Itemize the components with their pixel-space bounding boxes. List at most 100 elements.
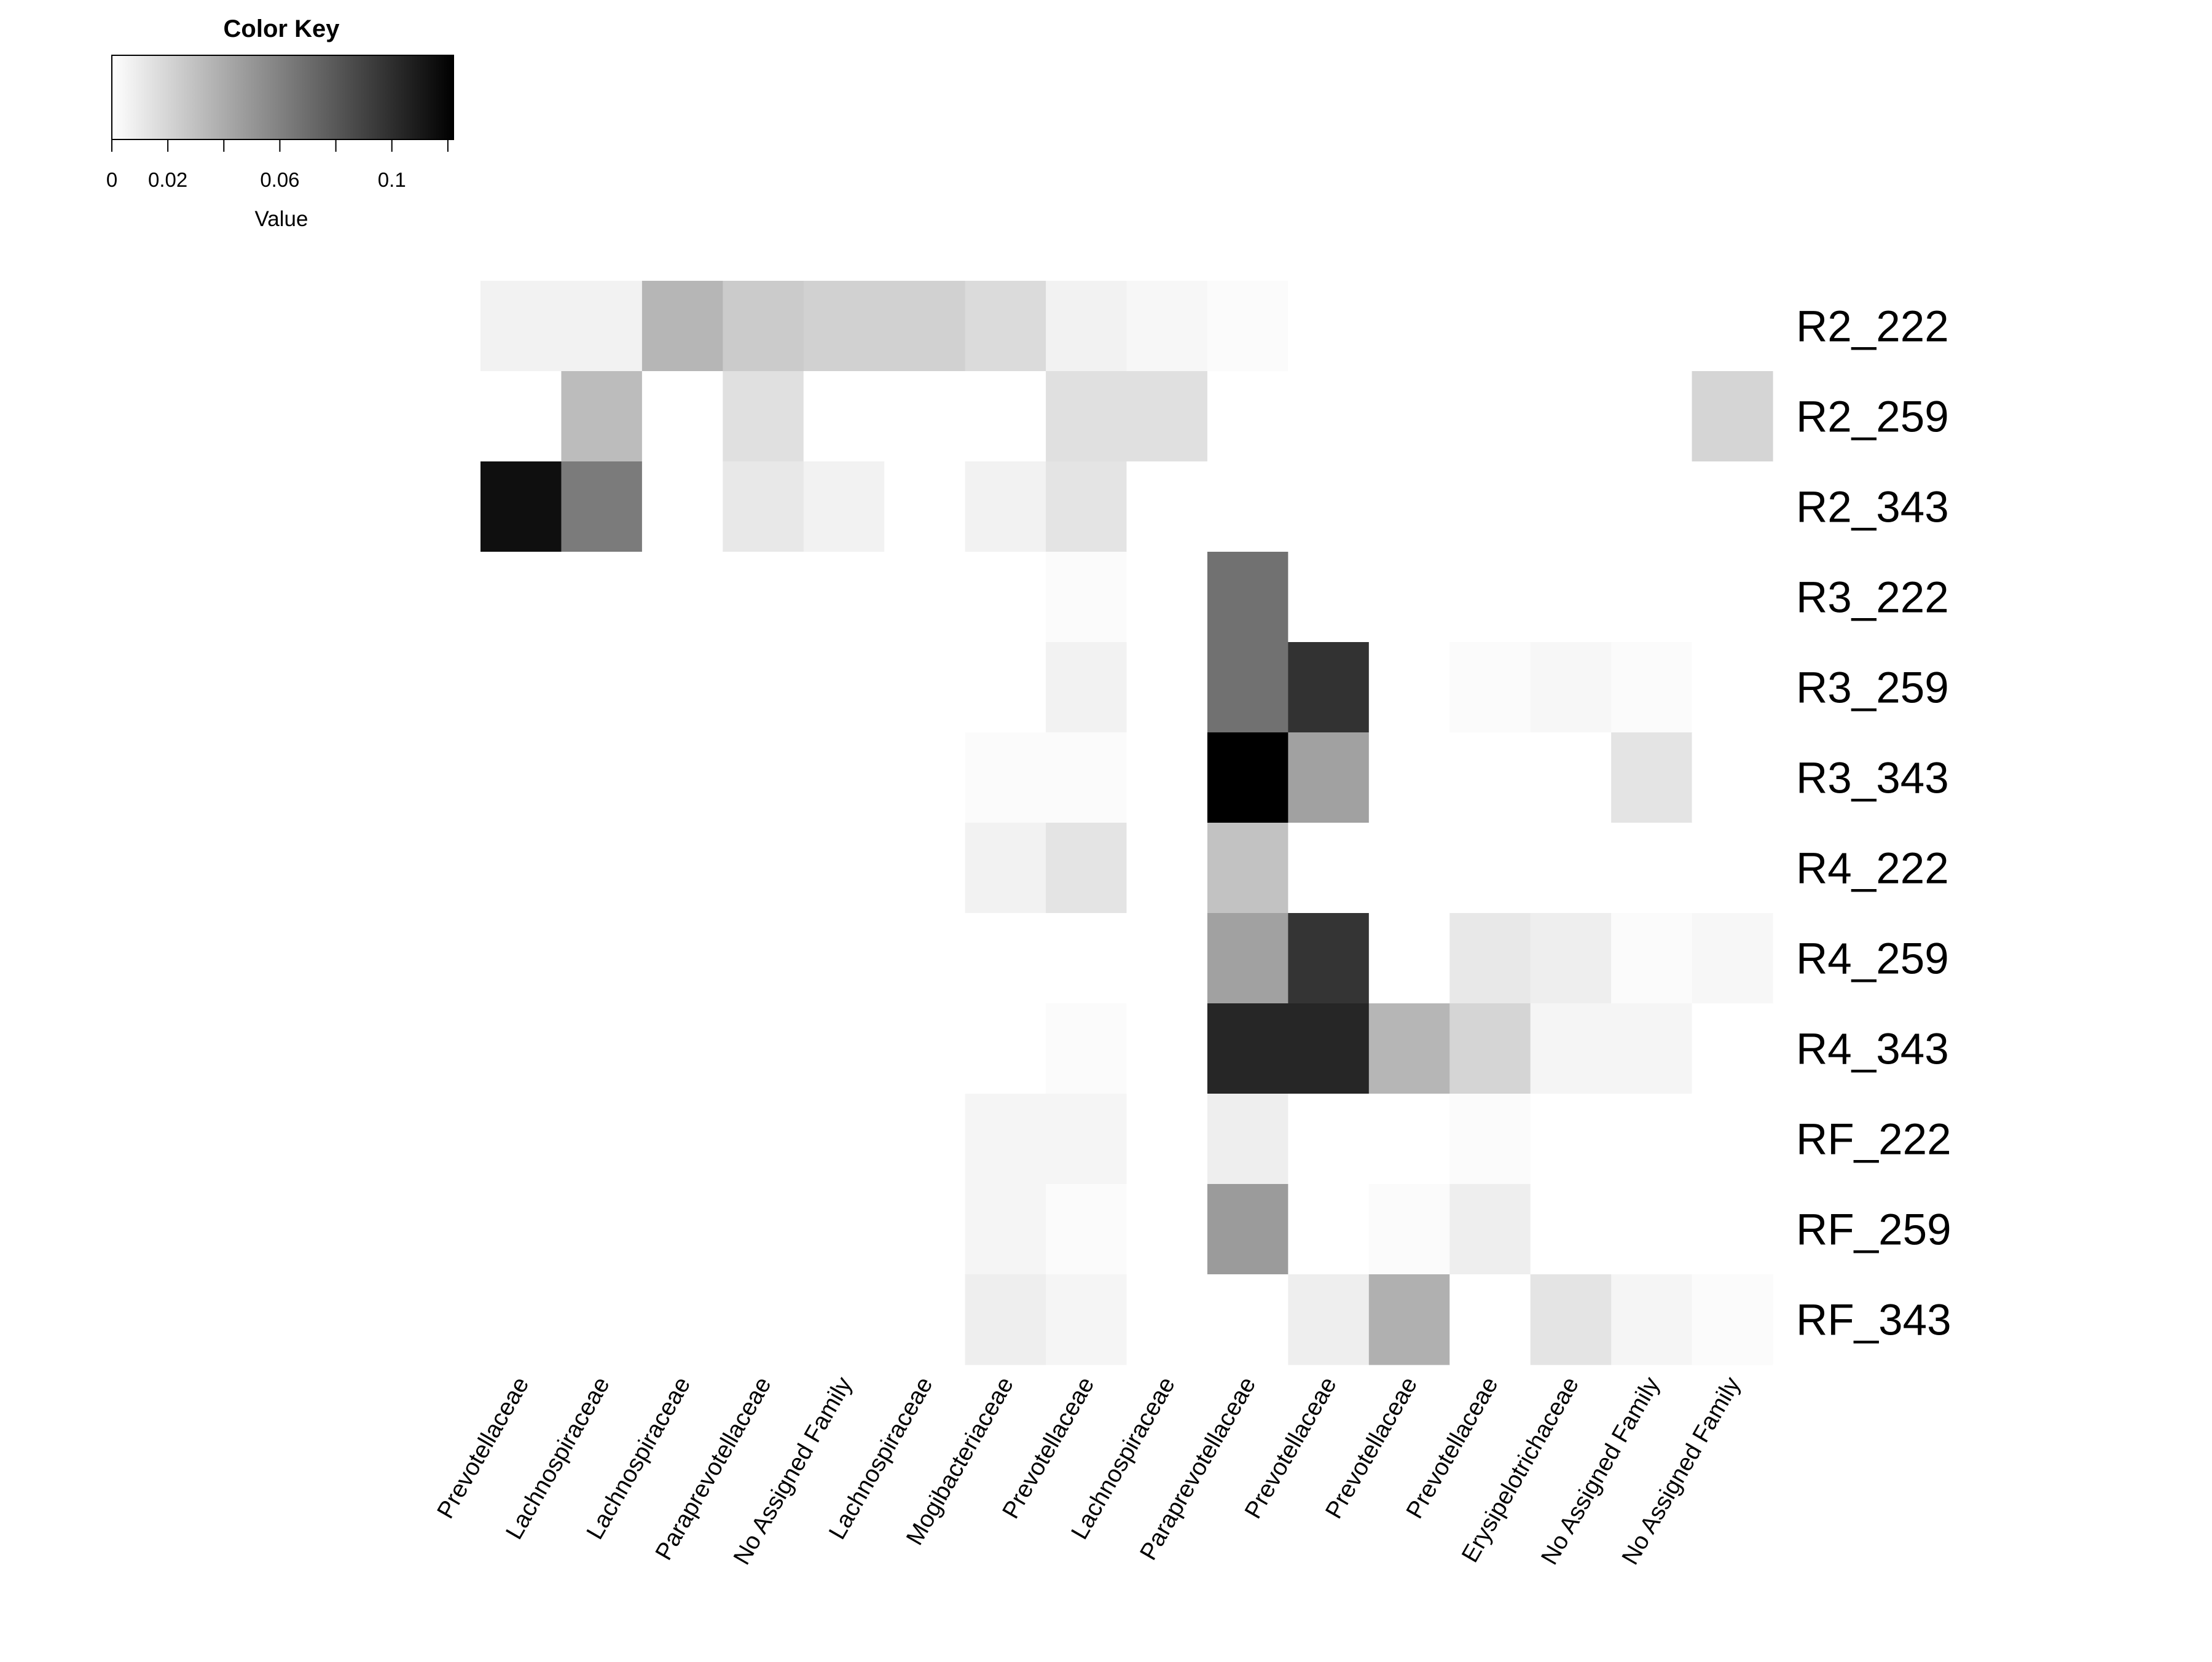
heatmap-cell	[884, 1094, 966, 1185]
heatmap-cell	[1368, 1094, 1450, 1185]
heatmap-cell	[965, 1274, 1046, 1365]
heatmap-cell	[803, 913, 885, 1004]
heatmap-cell	[1368, 913, 1450, 1004]
heatmap-cell	[1207, 461, 1288, 552]
heatmap-cell	[641, 552, 723, 643]
heatmap-cell	[723, 1003, 804, 1094]
heatmap-cell	[884, 642, 966, 733]
heatmap-cell	[1207, 281, 1288, 372]
heatmap-cell	[1368, 1003, 1450, 1094]
heatmap-cell	[1449, 461, 1531, 552]
heatmap-cell	[723, 1184, 804, 1275]
heatmap-cell	[803, 1094, 885, 1185]
heatmap-cell	[1207, 913, 1288, 1004]
color-key-gradient	[111, 55, 454, 140]
heatmap-cell	[480, 823, 562, 914]
heatmap-cell	[561, 642, 643, 733]
heatmap-cell	[1288, 281, 1370, 372]
heatmap-cell	[1126, 732, 1208, 823]
heatmap-cell	[1288, 552, 1370, 643]
row-label: RF_343	[1796, 1296, 1951, 1345]
heatmap-cell	[1449, 1003, 1531, 1094]
heatmap-cell	[1126, 461, 1208, 552]
heatmap-cell	[1207, 552, 1288, 643]
heatmap-cell	[1449, 1184, 1531, 1275]
heatmap-cell	[1692, 552, 1773, 643]
heatmap-cell	[1449, 913, 1531, 1004]
heatmap-cell	[480, 371, 562, 462]
heatmap-cell	[803, 461, 885, 552]
heatmap-cell	[1207, 642, 1288, 733]
heatmap-cell	[1449, 1094, 1531, 1185]
heatmap-cell	[1692, 642, 1773, 733]
heatmap-cell	[1288, 1003, 1370, 1094]
heatmap-cell	[965, 371, 1046, 462]
heatmap-cell	[1692, 281, 1773, 372]
color-key-tick-label: 0.06	[260, 168, 299, 191]
heatmap-cell	[641, 732, 723, 823]
heatmap-cell	[1046, 642, 1128, 733]
heatmap-cell	[1046, 1274, 1128, 1365]
heatmap-cell	[480, 281, 562, 372]
heatmap-cell	[965, 732, 1046, 823]
heatmap-cell	[1368, 371, 1450, 462]
heatmap-cell	[1692, 1003, 1773, 1094]
heatmap-cell	[1368, 461, 1450, 552]
heatmap-cell	[884, 913, 966, 1004]
heatmap-cell	[1288, 1094, 1370, 1185]
heatmap-cell	[641, 823, 723, 914]
column-labels: PrevotellaceaeLachnospiraceaeLachnospira…	[432, 1373, 1746, 1569]
heatmap-cell	[723, 552, 804, 643]
heatmap-cell	[641, 1184, 723, 1275]
heatmap-cell	[1368, 823, 1450, 914]
row-label: R4_222	[1796, 845, 1949, 893]
heatmap-cell	[1530, 1003, 1612, 1094]
heatmap-cell	[1611, 281, 1693, 372]
heatmap-cell	[965, 1094, 1046, 1185]
heatmap-cell	[1288, 1274, 1370, 1365]
heatmap-cell	[1611, 1003, 1693, 1094]
row-label: R2_259	[1796, 393, 1949, 442]
heatmap-cell	[561, 823, 643, 914]
row-labels: R2_222 R2_259 R2_343 R3_222 R3_259 R3_343 R4_2…	[1796, 303, 1951, 1345]
heatmap-cell	[561, 552, 643, 643]
heatmap-cell	[965, 913, 1046, 1004]
heatmap-cell	[480, 552, 562, 643]
heatmap-cell	[884, 1274, 966, 1365]
heatmap-cell	[1368, 642, 1450, 733]
heatmap-cell	[1368, 552, 1450, 643]
heatmap-cell	[803, 823, 885, 914]
heatmap-cell	[480, 1184, 562, 1275]
heatmap-cell	[723, 371, 804, 462]
heatmap-cell	[884, 1184, 966, 1275]
heatmap-cell	[1611, 1184, 1693, 1275]
color-key: Color Key 0 0.02 0.06 0.1 Value	[106, 15, 454, 231]
heatmap-cell	[561, 371, 643, 462]
heatmap-cell	[641, 913, 723, 1004]
row-label: RF_259	[1796, 1206, 1951, 1255]
row-label: R3_259	[1796, 664, 1949, 713]
heatmap-cell	[1449, 552, 1531, 643]
heatmap-cell	[1126, 823, 1208, 914]
heatmap-cell	[965, 1003, 1046, 1094]
heatmap-cell	[723, 461, 804, 552]
heatmap-cell	[1692, 1094, 1773, 1185]
heatmap-cell	[1126, 1003, 1208, 1094]
heatmap-cell	[641, 1094, 723, 1185]
heatmap-cell	[641, 642, 723, 733]
heatmap-cell	[1530, 552, 1612, 643]
heatmap-cell	[1530, 281, 1612, 372]
heatmap-cell	[1046, 823, 1128, 914]
heatmap-cell	[1126, 371, 1208, 462]
heatmap-cell	[884, 732, 966, 823]
heatmap-cell	[1046, 732, 1128, 823]
heatmap-cell	[1449, 281, 1531, 372]
heatmap-cell	[803, 642, 885, 733]
heatmap-cell	[1530, 913, 1612, 1004]
heatmap-cell	[803, 552, 885, 643]
heatmap-cell	[1611, 371, 1693, 462]
heatmap-cell	[641, 1003, 723, 1094]
heatmap-cell	[1288, 823, 1370, 914]
heatmap-cell	[1288, 461, 1370, 552]
